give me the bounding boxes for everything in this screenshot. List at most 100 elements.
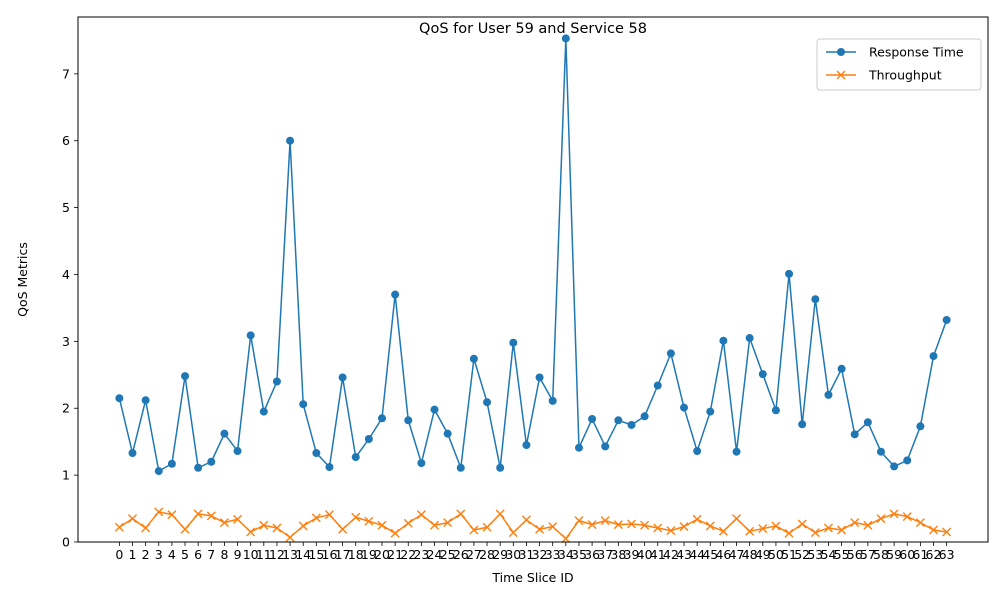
data-point-response-time <box>522 441 531 450</box>
data-point-throughput <box>495 509 505 519</box>
data-point-throughput <box>640 520 650 530</box>
data-point-response-time <box>719 336 728 345</box>
data-point-throughput <box>600 516 610 526</box>
data-point-response-time <box>561 34 570 43</box>
data-point-throughput <box>114 522 124 532</box>
data-point-response-time <box>640 412 649 421</box>
data-point-response-time <box>903 456 912 465</box>
data-point-throughput <box>298 521 308 531</box>
x-tick-label: 49 <box>755 547 771 562</box>
data-point-response-time <box>167 459 176 468</box>
data-point-response-time <box>312 449 321 458</box>
data-point-throughput <box>180 524 190 534</box>
x-tick-label: 12 <box>269 547 285 562</box>
data-point-throughput <box>745 526 755 536</box>
data-point-response-time <box>456 463 465 472</box>
x-tick-label: 11 <box>256 547 272 562</box>
data-point-throughput <box>206 511 216 521</box>
x-tick-label: 51 <box>781 547 797 562</box>
x-tick-label: 28 <box>479 547 495 562</box>
data-point-throughput <box>128 514 137 524</box>
x-tick-label: 36 <box>584 547 600 562</box>
data-point-response-time <box>246 331 255 340</box>
data-point-response-time <box>771 406 780 415</box>
data-point-response-time <box>837 364 846 373</box>
data-point-throughput <box>416 510 426 520</box>
x-tick-label: 35 <box>571 547 587 562</box>
x-tick-label: 14 <box>295 547 311 562</box>
data-point-throughput <box>364 516 374 526</box>
legend-label-throughput: Throughput <box>868 68 942 83</box>
data-point-response-time <box>916 422 925 431</box>
data-point-throughput <box>324 510 334 520</box>
data-point-throughput <box>167 510 177 520</box>
data-point-throughput <box>521 515 531 525</box>
x-tick-label: 19 <box>361 547 377 562</box>
data-point-response-time <box>207 457 216 466</box>
data-point-response-time <box>876 447 885 456</box>
y-tick-label: 2 <box>62 401 70 416</box>
data-point-throughput <box>574 516 584 526</box>
x-tick-label: 10 <box>243 547 259 562</box>
data-point-throughput <box>942 527 952 537</box>
data-point-response-time <box>338 373 347 382</box>
data-point-throughput <box>154 507 164 517</box>
data-point-response-time <box>364 435 373 444</box>
data-point-response-time <box>758 370 767 379</box>
data-point-throughput <box>850 518 860 528</box>
data-point-throughput <box>771 521 781 531</box>
data-point-throughput <box>548 522 558 532</box>
series-line-throughput <box>118 511 947 540</box>
plot-layer <box>114 34 952 544</box>
x-tick-label: 22 <box>400 547 416 562</box>
x-tick-label: 16 <box>322 547 338 562</box>
data-point-throughput <box>219 518 229 528</box>
x-tick-label: 55 <box>834 547 850 562</box>
x-tick-label: 20 <box>374 547 390 562</box>
x-tick-label: 9 <box>234 547 242 562</box>
y-tick-label: 4 <box>62 267 70 282</box>
x-tick-label: 25 <box>440 547 456 562</box>
data-point-response-time <box>181 372 190 381</box>
x-tick-label: 57 <box>860 547 876 562</box>
y-axis: 0 1 2 3 4 5 6 7 <box>62 66 78 550</box>
legend-marker-throughput <box>836 70 846 80</box>
data-point-response-time <box>627 420 636 429</box>
data-point-throughput <box>443 518 453 528</box>
x-tick-label: 40 <box>637 547 653 562</box>
x-tick-label: 61 <box>912 547 928 562</box>
x-tick-label: 60 <box>899 547 915 562</box>
data-point-throughput <box>705 521 715 531</box>
data-point-throughput <box>587 520 597 530</box>
x-tick-label: 52 <box>794 547 810 562</box>
x-tick-label: 43 <box>676 547 692 562</box>
x-tick-label: 23 <box>413 547 429 562</box>
series-line-response-time <box>118 37 948 472</box>
data-point-response-time <box>272 377 281 386</box>
x-tick-label: 5 <box>181 547 189 562</box>
data-point-throughput <box>810 528 820 538</box>
series-throughput <box>114 507 952 544</box>
x-tick-label: 13 <box>282 547 298 562</box>
data-point-response-time <box>299 400 308 409</box>
data-point-throughput <box>311 513 321 523</box>
x-tick-label: 17 <box>335 547 351 562</box>
data-point-response-time <box>706 407 715 416</box>
x-tick-label: 6 <box>194 547 202 562</box>
x-tick-label: 21 <box>387 547 403 562</box>
data-point-response-time <box>351 453 360 462</box>
data-point-response-time <box>154 467 163 476</box>
data-point-response-time <box>890 462 899 471</box>
x-tick-label: 48 <box>742 547 758 562</box>
data-point-throughput <box>469 525 479 535</box>
data-point-response-time <box>220 429 229 438</box>
data-point-throughput <box>653 523 663 533</box>
data-point-response-time <box>732 447 741 456</box>
x-tick-label: 50 <box>768 547 784 562</box>
x-tick-label: 26 <box>453 547 469 562</box>
x-axis: 0 1 2 3 4 5 6 7 8 9 101112131415161718192021222324… <box>115 542 955 562</box>
data-point-response-time <box>745 334 754 343</box>
data-point-throughput <box>351 512 361 522</box>
